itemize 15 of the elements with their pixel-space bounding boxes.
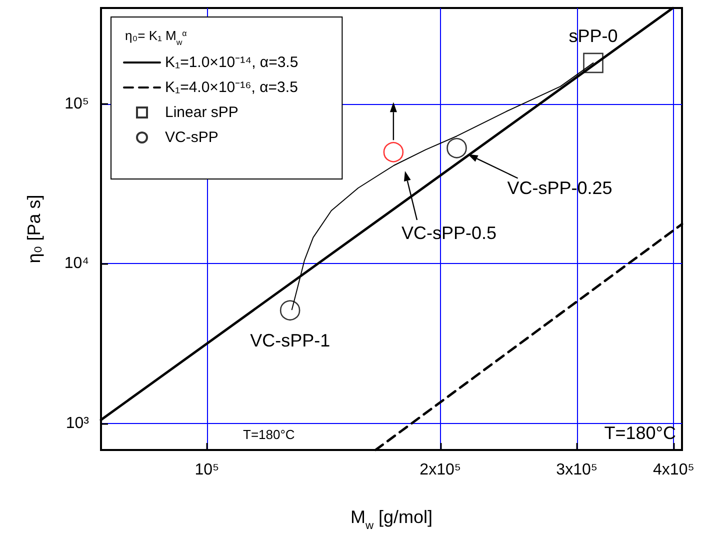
legend-label: VC-sPP (165, 129, 218, 146)
legend-label: K₁=1.0×10⁻¹⁴, α=3.5 (165, 54, 298, 71)
annotation: VC-sPP-1 (250, 330, 330, 350)
x-tick-label: 3x10⁵ (556, 462, 598, 478)
x-tick-label: 4x10⁵ (653, 462, 694, 478)
y-axis-title: η₀ [Pa s] (24, 194, 44, 264)
x-axis-title: M$_{w}$ [g/mol] (350, 507, 433, 532)
x-tick-label: 10⁵ (194, 462, 220, 478)
annotation: T=180°C (243, 427, 295, 442)
y-tick-label: 10⁵ (64, 96, 89, 113)
x-tick-label: 2x10⁵ (420, 462, 461, 478)
y-tick-label: 10³ (66, 414, 90, 432)
legend-label: Linear sPP (165, 104, 238, 121)
y-tick-label: 10⁴ (64, 255, 90, 272)
legend-label: K₁=4.0×10⁻¹⁶, α=3.5 (165, 79, 298, 96)
